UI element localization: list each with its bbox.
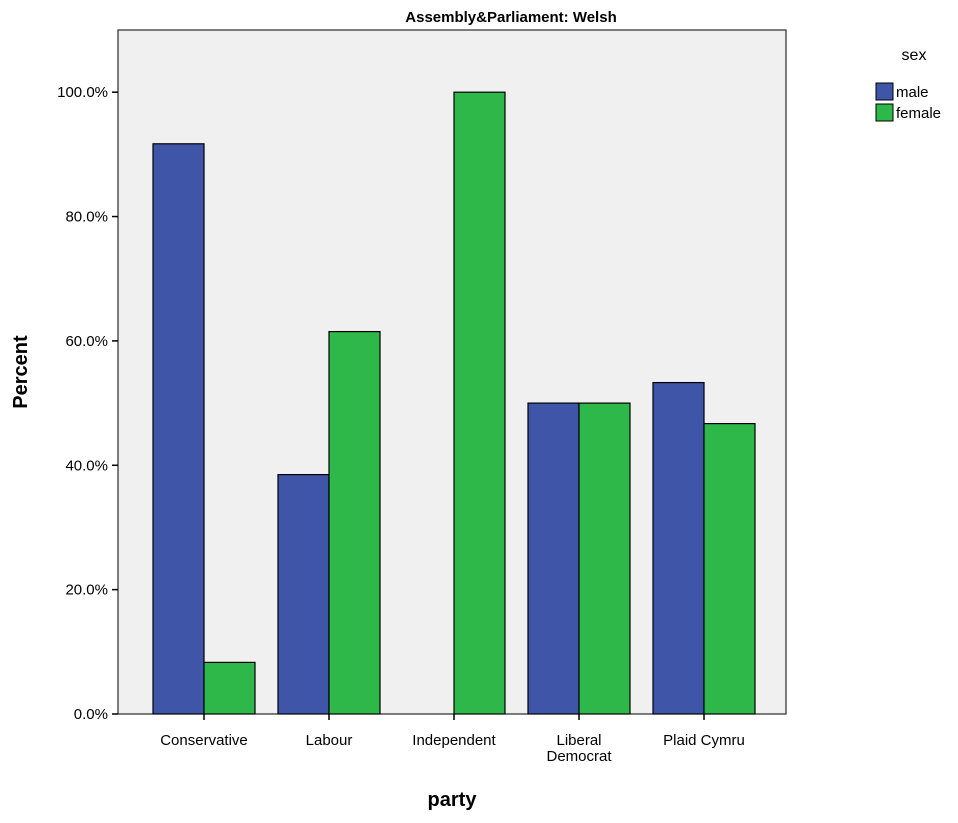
x-tick-label: Independent: [412, 732, 496, 749]
legend-title: sex: [902, 47, 927, 64]
bars: [152, 91, 756, 715]
x-tick-label: Conservative: [160, 732, 248, 749]
bar-male: [527, 402, 580, 715]
x-tick-label: Labour: [306, 732, 353, 749]
y-tick-label: 80.0%: [65, 209, 108, 226]
bar-female: [578, 402, 631, 715]
bar-female: [703, 423, 756, 715]
bar-female: [453, 91, 506, 715]
chart-title: Assembly&Parliament: Welsh: [405, 9, 616, 26]
y-axis: 0.0% 20.0% 40.0% 60.0% 80.0% 100.0%: [57, 84, 118, 723]
y-tick-label: 100.0%: [57, 84, 108, 101]
bar-male: [277, 474, 330, 715]
x-axis: Conservative Labour Independent LiberalDemo…: [160, 714, 745, 765]
legend: sex male female: [875, 47, 941, 122]
bar-female: [328, 330, 381, 715]
y-tick-label: 60.0%: [65, 333, 108, 350]
y-tick-label: 40.0%: [65, 457, 108, 474]
legend-swatch-male: [875, 82, 894, 101]
x-tick-label: Democrat: [546, 748, 612, 765]
x-tick-label: Plaid Cymru: [663, 732, 745, 749]
legend-label-male: male: [896, 84, 929, 101]
x-tick-label: Liberal: [556, 732, 601, 749]
bar-male: [152, 143, 205, 715]
bar-male: [652, 381, 705, 715]
y-tick-label: 0.0%: [74, 706, 108, 723]
y-tick-label: 20.0%: [65, 582, 108, 599]
bar-female: [203, 661, 256, 715]
x-axis-title: party: [428, 789, 478, 811]
legend-swatch-female: [875, 103, 894, 122]
legend-label-female: female: [896, 105, 941, 122]
y-axis-title: Percent: [10, 335, 32, 409]
